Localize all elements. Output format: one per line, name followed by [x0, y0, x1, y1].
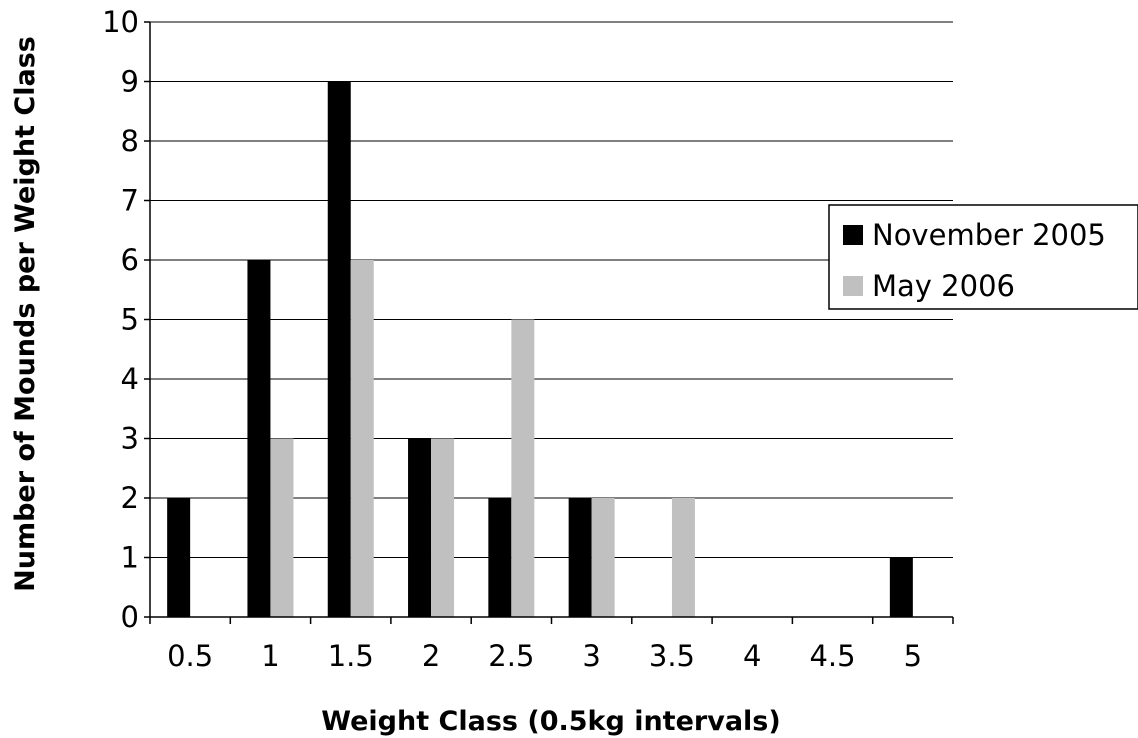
- y-tick-label-0: 0: [121, 600, 139, 634]
- bar-may-2006-3: [591, 498, 615, 617]
- x-tick-label-4: 4: [743, 639, 761, 673]
- bar-november-2005-5: [889, 557, 913, 617]
- bar-may-2006-1: [270, 438, 294, 617]
- x-tick-label-1: 1: [261, 639, 279, 673]
- axes: [144, 21, 954, 624]
- legend-label-may-2006: May 2006: [872, 269, 1015, 303]
- bar-may-2006-2-5: [511, 319, 535, 617]
- legend-frame: [828, 204, 1138, 310]
- bar-may-2006-1-5: [350, 260, 374, 617]
- bar-november-2005-2-5: [488, 498, 512, 617]
- x-axis-title: Weight Class (0.5kg intervals): [321, 706, 780, 737]
- y-tick-label-7: 7: [121, 184, 139, 218]
- x-tick-label-4-5: 4.5: [809, 639, 855, 673]
- x-tick-label-0-5: 0.5: [167, 639, 213, 673]
- y-tick-label-3: 3: [121, 422, 139, 456]
- legend-label-november-2005: November 2005: [872, 218, 1106, 252]
- y-axis-title: Number of Mounds per Weight Class: [10, 36, 41, 592]
- y-tick-label-6: 6: [121, 243, 139, 277]
- x-tick-labels: 0.5 1 1.5 2 2.5 3 3.5 4 4.5 5: [167, 639, 922, 673]
- bar-may-2006-3-5: [671, 498, 695, 617]
- y-tick-labels: 0 1 2 3 4 5 6 7 8 9 10: [102, 5, 139, 634]
- y-tick-label-2: 2: [121, 481, 139, 515]
- x-tick-label-2: 2: [422, 639, 440, 673]
- y-tick-label-1: 1: [121, 541, 139, 575]
- y-tick-label-9: 9: [121, 65, 139, 99]
- y-tick-label-4: 4: [121, 362, 139, 396]
- x-tick-label-5: 5: [904, 639, 922, 673]
- y-tick-label-10: 10: [102, 5, 139, 39]
- legend: November 2005 May 2006: [828, 204, 1138, 310]
- bar-november-2005-1-5: [327, 81, 351, 617]
- x-tick-label-1-5: 1.5: [328, 639, 374, 673]
- y-tick-label-8: 8: [121, 124, 139, 158]
- x-tick-label-3: 3: [582, 639, 600, 673]
- legend-swatch-may-2006: [843, 276, 863, 296]
- bars: [167, 81, 913, 617]
- bar-november-2005-2: [408, 438, 432, 617]
- legend-swatch-november-2005: [843, 225, 863, 245]
- bar-may-2006-2: [431, 438, 455, 617]
- y-tick-label-5: 5: [121, 303, 139, 337]
- bar-november-2005-0-5: [167, 498, 191, 617]
- x-tick-label-2-5: 2.5: [488, 639, 534, 673]
- bar-november-2005-1: [247, 260, 271, 617]
- bar-november-2005-3: [568, 498, 592, 617]
- x-tick-label-3-5: 3.5: [649, 639, 695, 673]
